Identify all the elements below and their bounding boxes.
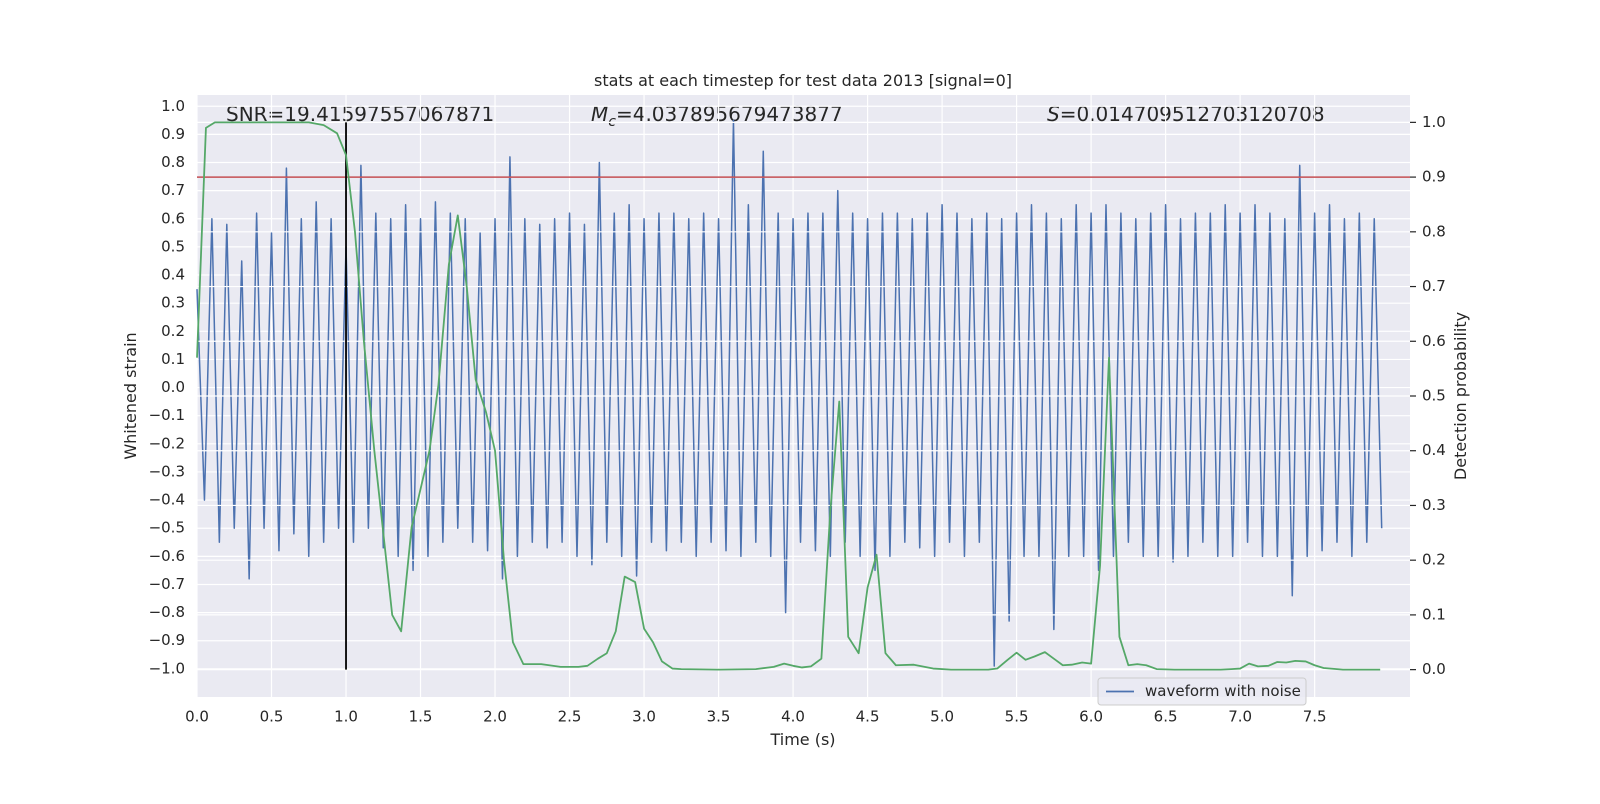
y2-tick-label: 1.0 [1422,113,1446,131]
x-tick-label: 6.0 [1079,708,1103,726]
y-tick-label: −1.0 [149,659,185,677]
y2-tick-label: 0.9 [1422,168,1446,186]
waveform-line [196,119,1383,667]
x-tick-label: 1.5 [409,708,433,726]
x-tick-label: 3.0 [632,708,656,726]
y-tick-label: −0.5 [149,519,185,537]
legend-label: waveform with noise [1145,682,1301,700]
y2-tick-label: 0.7 [1422,277,1446,295]
y2-tick-label: 0.3 [1422,496,1446,514]
y-tick-label: 0.4 [161,266,185,284]
x-tick-label: 4.5 [856,708,880,726]
y-tick-label: −0.2 [149,434,185,452]
x-tick-label: 7.0 [1228,708,1252,726]
legend-box [1097,677,1307,706]
x-axis-label: Time (s) [769,730,835,749]
x-tick-label: 7.5 [1303,708,1327,726]
y-tick-label: 0.5 [161,237,185,255]
y2-tick-label: 0.4 [1422,441,1446,459]
y-tick-label: 0.0 [161,378,185,396]
y-tick-label: 0.3 [161,294,185,312]
y-tick-label: 1.0 [161,97,185,115]
y-axis-label: Whitened strain [121,332,140,459]
x-tick-label: 5.0 [930,708,954,726]
x-tick-label: 5.5 [1005,708,1029,726]
y-tick-label: −0.4 [149,491,185,509]
y2-tick-label: 0.0 [1422,660,1446,678]
x-tick-label: 1.0 [334,708,358,726]
y-tick-label: 0.7 [161,181,185,199]
y2-tick-label: 0.2 [1422,551,1446,569]
y2-axis-label: Detection probability [1451,312,1470,480]
y2-tick-label: 0.8 [1422,222,1446,240]
y2-tick-label: 0.5 [1422,387,1446,405]
annotation-symbol: M [591,102,608,126]
x-tick-label: 2.0 [483,708,507,726]
legend: waveform with noise [1097,677,1307,706]
x-tick-label: 3.5 [707,708,731,726]
y-tick-label: −0.7 [149,575,185,593]
y2-tick-label: 0.6 [1422,332,1446,350]
y-tick-label: −0.9 [149,631,185,649]
annotation-symbol: S [1047,102,1060,126]
chart-title: stats at each timestep for test data 201… [594,71,1012,90]
y-tick-label: −0.6 [149,547,185,565]
y-tick-label: −0.1 [149,406,185,424]
x-tick-label: 0.5 [260,708,284,726]
y-tick-label: 0.8 [161,153,185,171]
y2-tick-label: 0.1 [1422,605,1446,623]
y-tick-label: −0.8 [149,603,185,621]
y-tick-label: 0.1 [161,350,185,368]
y-tick-label: 0.9 [161,125,185,143]
y-tick-label: 0.2 [161,322,185,340]
probability-line [196,121,1381,671]
x-tick-label: 0.0 [185,708,209,726]
y-tick-label: −0.3 [149,462,185,480]
x-tick-label: 4.0 [781,708,805,726]
x-tick-label: 2.5 [558,708,582,726]
y-tick-label: 0.6 [161,209,185,227]
x-tick-label: 6.5 [1154,708,1178,726]
